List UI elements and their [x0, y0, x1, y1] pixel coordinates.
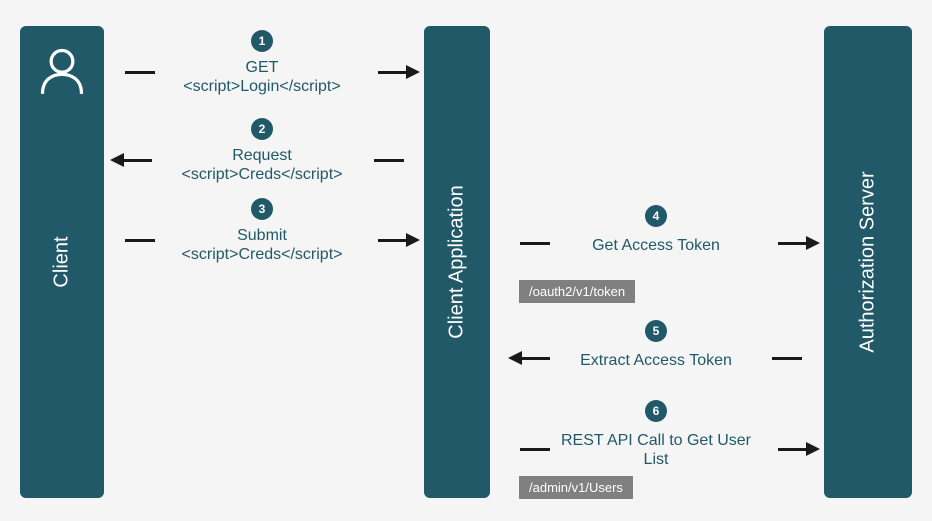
arrow-5-head	[508, 351, 522, 365]
arrow-1-line	[378, 71, 408, 74]
step-label-1: GET <script>Login</script>	[183, 58, 340, 96]
arrow-2-dash	[374, 159, 404, 162]
column-label-client: Client	[51, 236, 74, 287]
arrow-4-head	[806, 236, 820, 250]
arrow-4-line	[778, 242, 808, 245]
step-badge-6: 6	[645, 400, 667, 422]
step-badge-4: 4	[645, 205, 667, 227]
step-badge-5: 5	[645, 320, 667, 342]
step-label-3: Submit <script>Creds</script>	[182, 226, 343, 264]
column-label-auth: Authorization Server	[857, 171, 880, 352]
step-label-4: Get Access Token	[592, 236, 720, 255]
arrow-6-head	[806, 442, 820, 456]
arrow-6-dash	[520, 448, 550, 451]
arrow-4-dash	[520, 242, 550, 245]
arrow-1-dash	[125, 71, 155, 74]
arrow-5-dash	[772, 357, 802, 360]
column-auth: Authorization Server	[824, 26, 912, 498]
arrow-3-head	[406, 233, 420, 247]
step-label-6: REST API Call to Get User List	[561, 431, 751, 469]
step-badge-3: 3	[251, 198, 273, 220]
column-app: Client Application	[424, 26, 490, 498]
endpoint-token: /oauth2/v1/token	[519, 280, 635, 303]
step-label-5: Extract Access Token	[580, 351, 732, 370]
column-label-app: Client Application	[446, 185, 469, 338]
arrow-5-line	[520, 357, 550, 360]
step-badge-2: 2	[251, 118, 273, 140]
arrow-2-line	[122, 159, 152, 162]
arrow-1-head	[406, 65, 420, 79]
arrow-2-head	[110, 153, 124, 167]
endpoint-users: /admin/v1/Users	[519, 476, 633, 499]
step-label-2: Request <script>Creds</script>	[182, 146, 343, 184]
step-badge-1: 1	[251, 30, 273, 52]
column-client: Client	[20, 26, 104, 498]
user-icon	[36, 44, 88, 96]
arrow-3-dash	[125, 239, 155, 242]
arrow-6-line	[778, 448, 808, 451]
arrow-3-line	[378, 239, 408, 242]
